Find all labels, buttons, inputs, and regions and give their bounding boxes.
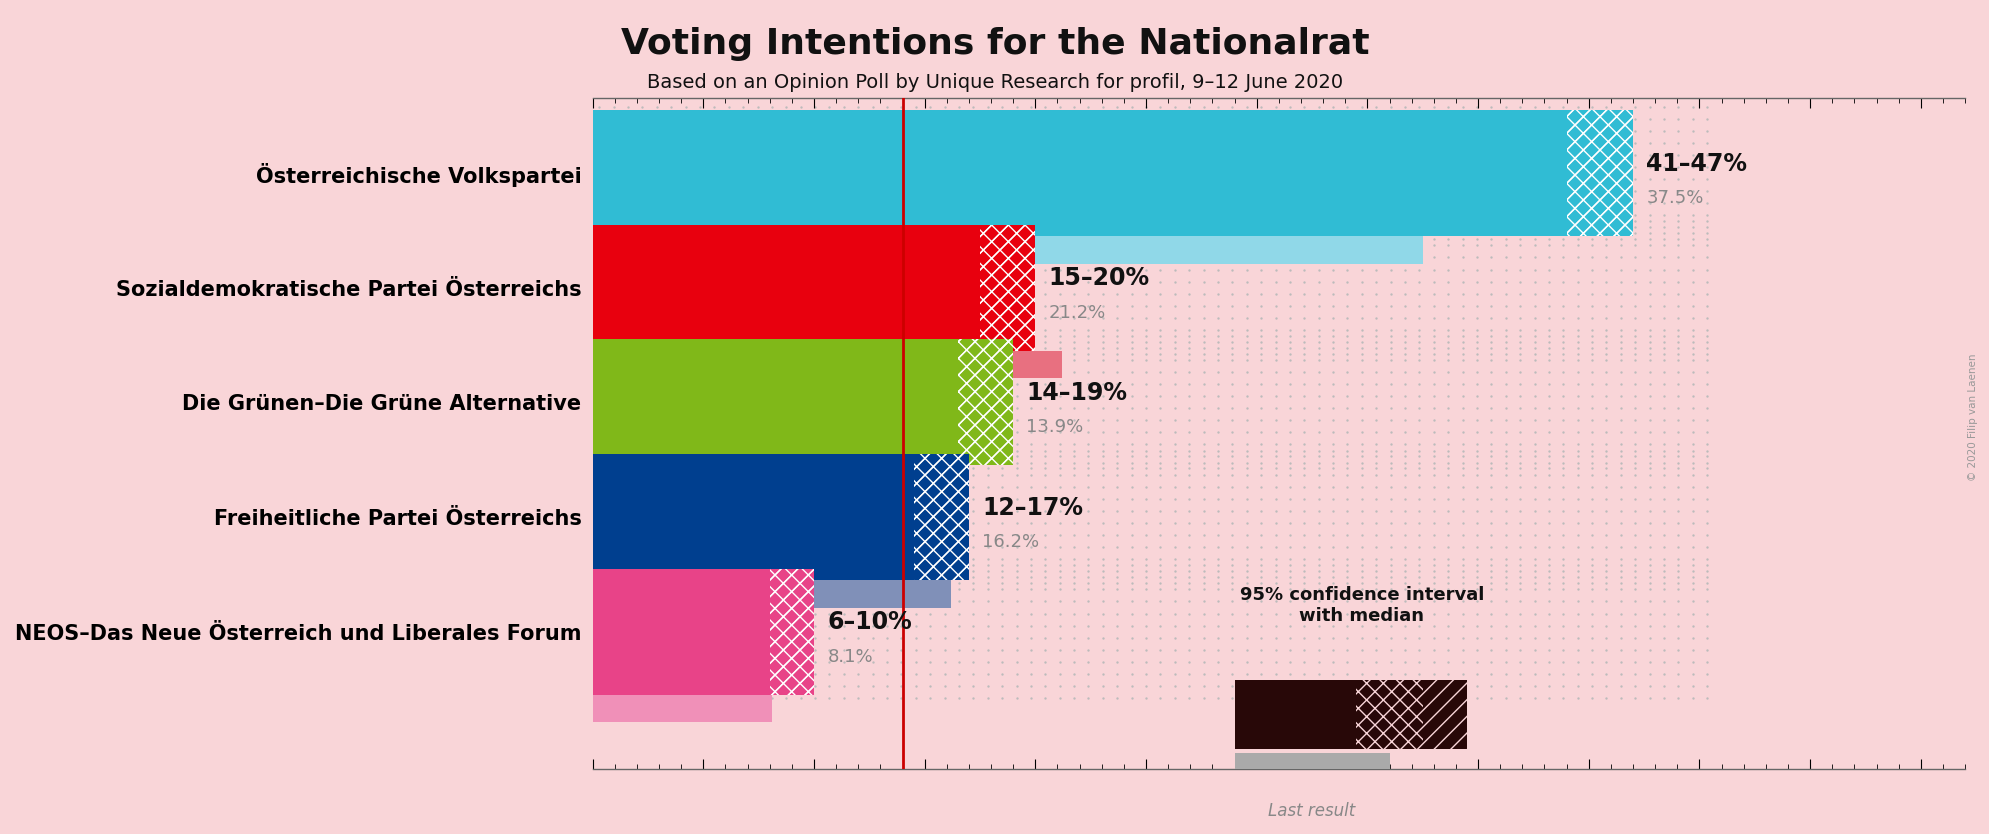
Bar	[957, 339, 1012, 465]
Bar	[593, 695, 772, 722]
Text: 16.2%: 16.2%	[983, 533, 1038, 551]
Text: Voting Intentions for the Nationalrat: Voting Intentions for the Nationalrat	[621, 27, 1368, 61]
Bar	[593, 224, 979, 350]
Text: Last result: Last result	[1267, 802, 1355, 821]
Text: 37.5%: 37.5%	[1645, 189, 1703, 207]
Bar	[770, 569, 814, 695]
Bar	[593, 454, 913, 580]
Bar	[1565, 110, 1633, 236]
Bar	[1356, 680, 1422, 749]
Bar	[979, 224, 1034, 350]
Text: 13.9%: 13.9%	[1026, 419, 1084, 436]
Text: 41–47%: 41–47%	[1645, 152, 1746, 176]
Bar	[913, 454, 969, 580]
Bar	[1233, 680, 1356, 749]
Bar	[593, 580, 951, 608]
Bar	[1422, 680, 1466, 749]
Text: © 2020 Filip van Laenen: © 2020 Filip van Laenen	[1967, 354, 1977, 480]
Bar	[1233, 753, 1388, 791]
Bar	[593, 236, 1422, 264]
Bar	[593, 569, 770, 695]
Bar	[593, 110, 1565, 236]
Text: 14–19%: 14–19%	[1026, 381, 1128, 405]
Bar	[593, 465, 899, 493]
Bar	[979, 224, 1034, 350]
Bar	[593, 350, 1062, 379]
Text: 12–17%: 12–17%	[983, 495, 1082, 520]
Text: 21.2%: 21.2%	[1048, 304, 1106, 322]
Text: Based on an Opinion Poll by Unique Research for profil, 9–12 June 2020: Based on an Opinion Poll by Unique Resea…	[646, 73, 1343, 93]
Bar	[1565, 110, 1633, 236]
Bar	[593, 339, 957, 465]
Text: 8.1%: 8.1%	[827, 648, 873, 666]
Text: 6–10%: 6–10%	[827, 610, 911, 635]
Bar	[957, 339, 1012, 465]
Bar	[770, 569, 814, 695]
Text: 15–20%: 15–20%	[1048, 266, 1150, 290]
Bar	[913, 454, 969, 580]
Text: 95% confidence interval
with median: 95% confidence interval with median	[1239, 586, 1484, 625]
